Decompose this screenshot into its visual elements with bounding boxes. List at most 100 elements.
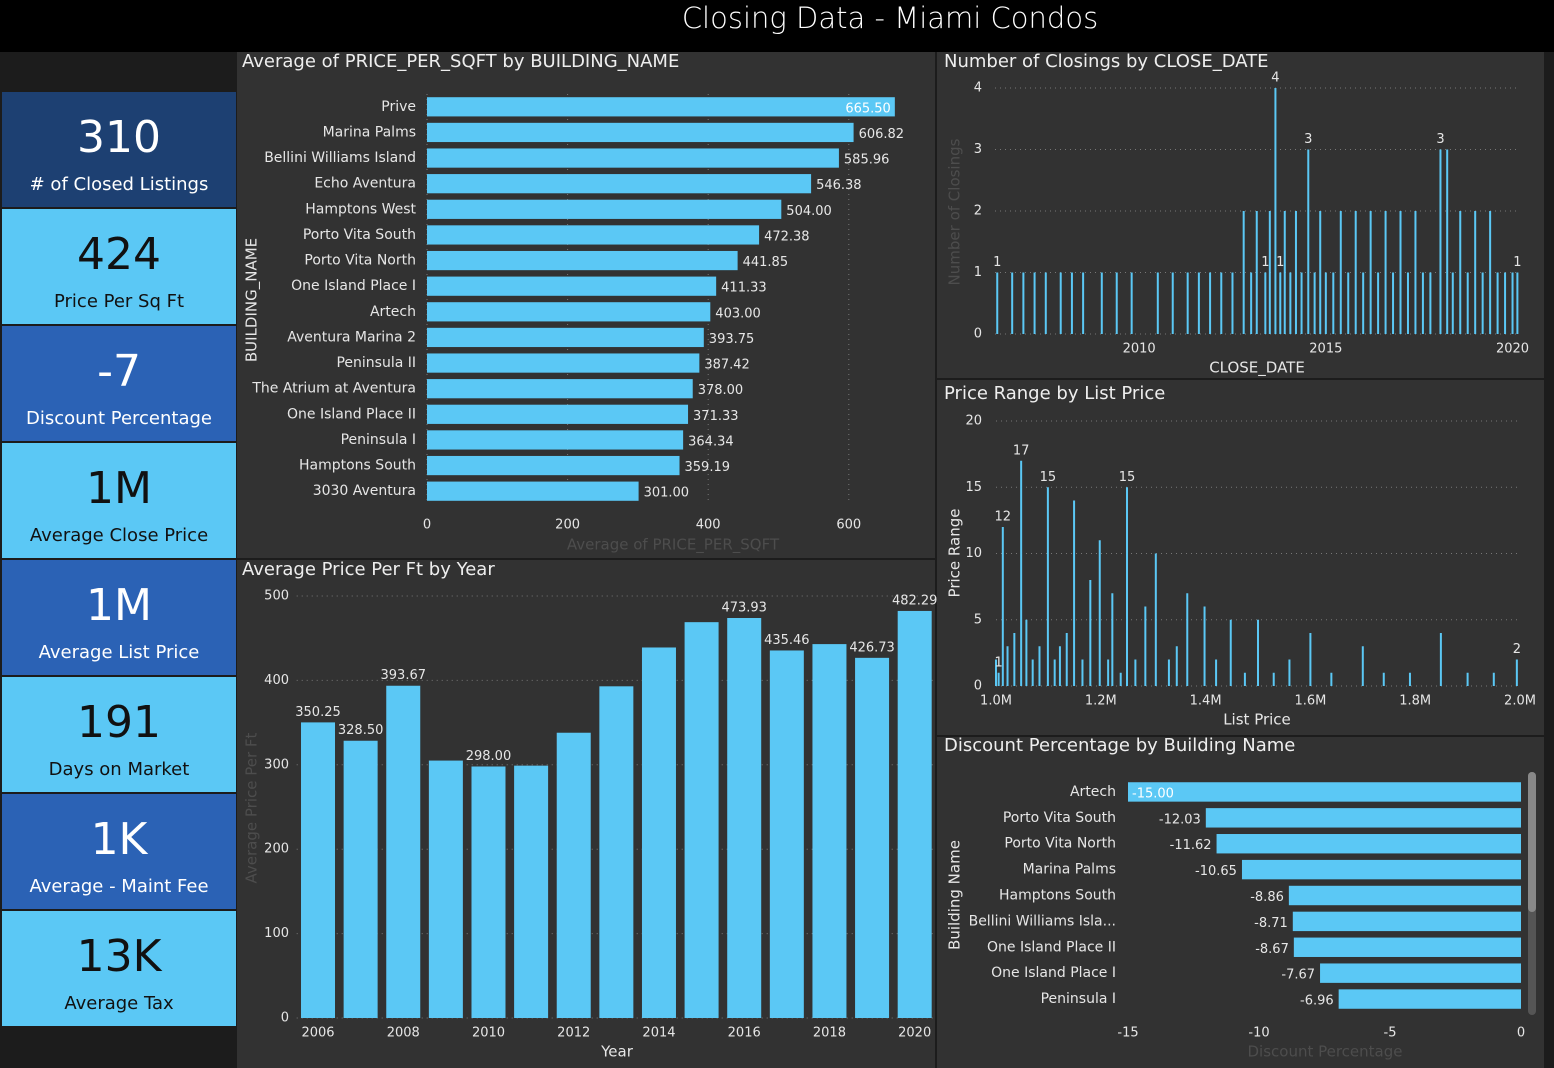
bar (427, 327, 704, 348)
y-tick-label: 1 (974, 265, 982, 280)
kpi-tile (2, 209, 236, 324)
x-tick-label: 2010 (472, 1026, 505, 1041)
value-label: -11.62 (1170, 838, 1212, 853)
bar (1392, 272, 1395, 334)
y-tick-label: 300 (264, 757, 289, 772)
y-tick-label: 200 (264, 842, 289, 857)
x-tick-label: 400 (696, 518, 721, 533)
category-label: Porto Vita South (303, 227, 416, 243)
value-label: 441.85 (743, 255, 789, 270)
chart-title: Average of PRICE_PER_SQFT by BUILDING_NA… (242, 51, 679, 72)
bar (1209, 272, 1212, 334)
x-tick-label: 2008 (387, 1026, 420, 1041)
category-label: One Island Place I (291, 278, 416, 294)
bar (1288, 659, 1291, 686)
bar (427, 148, 839, 168)
category-label: One Island Place I (991, 965, 1116, 981)
bar (1439, 149, 1442, 334)
x-tick-label: 2020 (898, 1026, 931, 1041)
category-label: Echo Aventura (314, 176, 416, 192)
x-tick-label: 2012 (557, 1026, 590, 1041)
bar (427, 430, 684, 450)
bar (769, 650, 804, 1018)
bar (1300, 272, 1303, 334)
bar (1011, 272, 1014, 334)
y-tick-label: 100 (264, 926, 289, 941)
value-label: 359.19 (685, 460, 731, 475)
kpi-value: 1M (86, 580, 152, 631)
value-label: 1 (994, 655, 1002, 670)
x-tick-label: 0 (1517, 1026, 1525, 1041)
x-tick-label: -10 (1248, 1026, 1269, 1041)
bar (427, 481, 639, 501)
bar (1481, 272, 1484, 334)
kpi-value: 13K (77, 931, 163, 982)
x-tick-label: -15 (1117, 1026, 1138, 1041)
kpi-value: 1K (91, 814, 149, 865)
bar (1144, 606, 1147, 686)
bar (1130, 272, 1133, 334)
y-tick-label: 0 (281, 1011, 289, 1026)
category-label: Bellini Williams Island (264, 150, 416, 166)
value-label: 15 (1119, 470, 1136, 485)
bar (1382, 672, 1385, 686)
bar (1474, 211, 1477, 334)
value-label: 2 (1513, 642, 1521, 657)
value-label: 371.33 (693, 409, 739, 424)
panel (937, 52, 1544, 378)
bar (1022, 272, 1025, 334)
bar (997, 672, 1000, 686)
bar (1241, 859, 1521, 880)
x-tick-label: 2014 (642, 1026, 675, 1041)
bar (1020, 460, 1023, 686)
kpi-label: Average Close Price (30, 525, 208, 546)
kpi-label: Average - Maint Fee (29, 876, 208, 897)
y-tick-label: 20 (965, 414, 982, 429)
kpi-tile (2, 911, 236, 1026)
x-tick-label: 2020 (1496, 342, 1529, 357)
bar (1081, 659, 1084, 686)
bar (1264, 272, 1267, 334)
y-axis-title: Average Price Per Ft (243, 732, 261, 883)
value-label: 3 (1436, 132, 1444, 147)
value-label: -8.86 (1250, 890, 1284, 905)
value-label: -10.65 (1195, 864, 1237, 879)
bar (1255, 211, 1258, 334)
value-label: -8.67 (1255, 942, 1289, 957)
bar (1053, 659, 1056, 686)
bar (471, 766, 506, 1018)
x-tick-label: 1.8M (1399, 694, 1431, 709)
bar (1098, 540, 1101, 686)
kpi-label: Average List Price (39, 642, 200, 663)
bar (1100, 272, 1103, 334)
bar (1082, 272, 1085, 334)
bar (1231, 272, 1234, 334)
bar (1511, 272, 1514, 334)
bar (386, 685, 421, 1018)
bar (1459, 211, 1462, 334)
category-label: Marina Palms (1023, 862, 1116, 878)
bar (855, 657, 890, 1018)
bar (1058, 646, 1061, 686)
bar (996, 272, 999, 334)
bar (1362, 272, 1365, 334)
y-tick-label: 4 (974, 81, 982, 96)
bar (1347, 272, 1350, 334)
value-label: 665.50 (845, 101, 891, 116)
bar (1339, 211, 1342, 334)
bar (1229, 619, 1232, 686)
bar (1361, 646, 1364, 686)
scrollbar-thumb[interactable] (1528, 772, 1536, 912)
panel (937, 380, 1544, 735)
value-label: 606.82 (859, 127, 905, 142)
value-label: -8.71 (1254, 916, 1288, 931)
category-label: Porto Vita South (1003, 810, 1116, 826)
bar (427, 174, 812, 194)
bar (1377, 272, 1380, 334)
bar (1001, 527, 1004, 686)
chart-title: Average Price Per Ft by Year (242, 559, 495, 580)
bar (1268, 211, 1271, 334)
bar (1089, 580, 1092, 686)
y-axis-title: Price Range (946, 509, 964, 598)
